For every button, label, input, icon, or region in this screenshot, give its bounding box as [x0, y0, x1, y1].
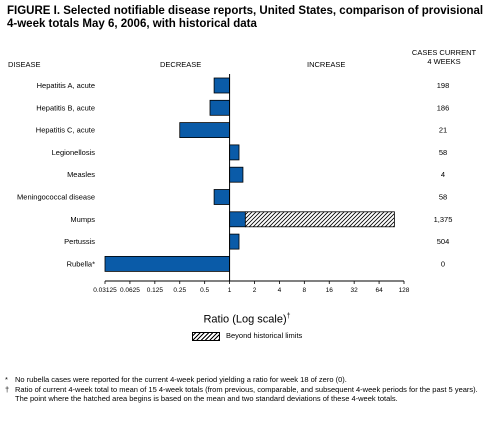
increase-header: INCREASE [307, 60, 346, 69]
bar-measles [229, 166, 244, 183]
x-tick-label-2: 0.125 [147, 287, 164, 294]
x-tick-label-3: 0.25 [173, 287, 186, 294]
footnote-ratio: † Ratio of current 4-week total to mean … [5, 385, 491, 404]
x-tick-label-12: 128 [399, 287, 410, 294]
x-tick-label-4: 0.5 [200, 287, 209, 294]
category-label-pertussis: Pertussis [64, 237, 95, 246]
bar-pertussis [229, 233, 240, 250]
category-label-legionellosis: Legionellosis [52, 148, 96, 157]
x-tick-label-1: 0.0625 [120, 287, 140, 294]
x-tick-label-5: 1 [228, 287, 232, 294]
category-label-meningococcal-disease: Meningococcal disease [17, 193, 95, 202]
x-tick-label-9: 16 [326, 287, 334, 294]
figure-title: FIGURE I. Selected notifiable disease re… [7, 5, 484, 30]
footnote-symbol: * [5, 375, 8, 384]
footnote-symbol: † [5, 384, 10, 394]
cases-value-meningococcal-disease: 58 [439, 193, 447, 202]
footnote-text: No rubella cases were reported for the c… [15, 375, 347, 384]
bar-meningococcal-disease [213, 189, 230, 205]
x-axis-label: Ratio (Log scale)† [0, 313, 494, 326]
x-tick-label-10: 32 [351, 287, 359, 294]
cases-value-hepatitis-b-acute: 186 [437, 103, 450, 112]
x-axis-label-footnote-mark: † [286, 313, 291, 320]
footnote-text: Ratio of current 4-week total to mean of… [15, 384, 478, 404]
cases-value-mumps: 1,375 [434, 215, 453, 224]
bar-legionellosis [229, 144, 240, 161]
bar-beyond-limits-mumps [244, 211, 395, 228]
disease-column-header: DISEASE [8, 60, 41, 69]
cases-current-header-line2: 4 WEEKS [427, 57, 461, 66]
x-tick-label-7: 4 [278, 287, 282, 294]
decrease-header: DECREASE [160, 60, 202, 69]
category-label-rubella: Rubella* [67, 259, 95, 268]
x-tick-label-6: 2 [253, 287, 257, 294]
x-axis-label-text: Ratio (Log scale) [203, 313, 287, 326]
bar-hepatitis-b-acute [209, 99, 230, 116]
category-label-hepatitis-c-acute: Hepatitis C, acute [36, 126, 95, 135]
bar-mumps [229, 211, 246, 228]
cases-current-header: CASES CURRENT 4 WEEKS [396, 48, 492, 66]
cases-value-measles: 4 [441, 170, 445, 179]
bar-hepatitis-a-acute [213, 77, 230, 94]
cases-value-pertussis: 504 [437, 237, 450, 246]
cases-value-rubella: 0 [441, 259, 445, 268]
category-label-mumps: Mumps [70, 215, 95, 224]
x-tick-label-8: 8 [303, 287, 307, 294]
footnotes: * No rubella cases were reported for the… [5, 375, 491, 404]
x-tick-label-11: 64 [375, 287, 383, 294]
legend-hatch-swatch [192, 331, 220, 341]
cases-current-header-line1: CASES CURRENT [411, 48, 477, 57]
cases-value-legionellosis: 58 [439, 148, 447, 157]
category-label-measles: Measles [67, 170, 95, 179]
legend-beyond-label: Beyond historical limits [226, 331, 303, 340]
bar-rubella [104, 255, 230, 272]
bar-hepatitis-c-acute [179, 122, 230, 138]
footnote-rubella: * No rubella cases were reported for the… [5, 375, 491, 385]
x-tick-label-0: 0.03125 [93, 287, 117, 294]
category-label-hepatitis-a-acute: Hepatitis A, acute [37, 81, 95, 90]
cases-value-hepatitis-c-acute: 21 [439, 126, 447, 135]
legend: Beyond historical limits [192, 331, 302, 341]
category-label-hepatitis-b-acute: Hepatitis B, acute [36, 103, 95, 112]
cases-value-hepatitis-a-acute: 198 [437, 81, 450, 90]
